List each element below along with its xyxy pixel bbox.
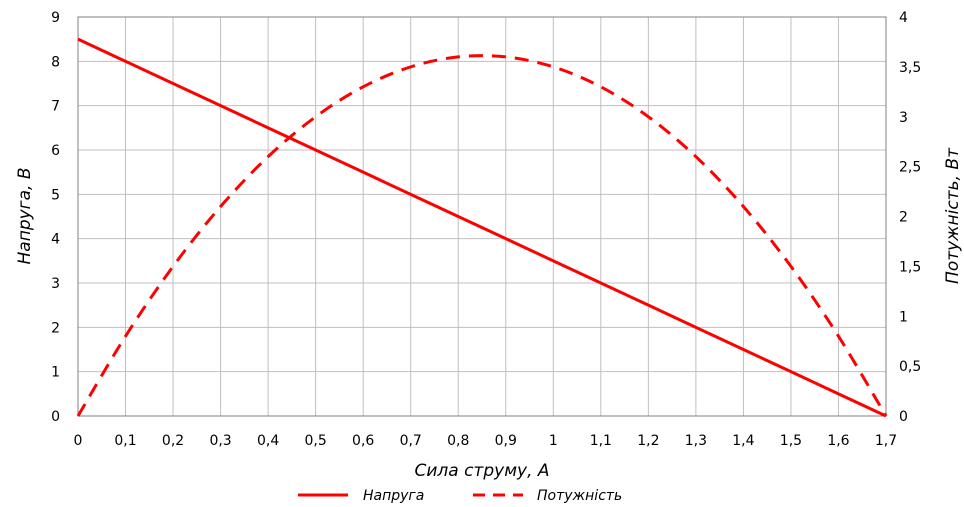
y-right-tick-label: 1,5 <box>899 259 921 275</box>
y-left-tick-label: 7 <box>51 99 60 115</box>
y-right-tick-label: 2,5 <box>899 160 921 176</box>
y-left-tick-label: 4 <box>51 232 60 248</box>
x-tick-label: 0,4 <box>257 433 279 449</box>
y-left-axis-title: Напруга, В <box>15 168 35 265</box>
legend-label-voltage: Напруга <box>363 488 424 504</box>
x-axis-title: Сила струму, А <box>414 461 549 481</box>
y-left-tick-label: 1 <box>51 365 60 381</box>
y-left-tick-label: 2 <box>51 320 60 336</box>
x-tick-label: 0,8 <box>447 433 469 449</box>
plot-frame <box>77 16 887 417</box>
y-left-tick-label: 0 <box>51 409 60 425</box>
y-left-tick-labels: 0 1 2 3 4 5 6 7 8 9 <box>51 10 60 425</box>
y-right-tick-label: 0 <box>899 409 908 425</box>
x-tick-label: 0,1 <box>114 433 136 449</box>
x-tick-label: 1,1 <box>590 433 612 449</box>
x-tick-label: 0,3 <box>209 433 231 449</box>
series-layer <box>76 37 888 418</box>
x-tick-label: 0,5 <box>305 433 327 449</box>
x-tick-label: 1,6 <box>827 433 849 449</box>
y-left-tick-label: 9 <box>51 10 60 26</box>
x-tick-label: 0,7 <box>400 433 422 449</box>
y-left-tick-label: 8 <box>51 54 60 70</box>
grid <box>77 16 887 417</box>
x-tick-label: 1,3 <box>685 433 707 449</box>
y-right-tick-label: 4 <box>899 10 908 26</box>
y-right-axis-title: Потужність, Вт <box>943 147 963 284</box>
y-right-tick-labels: 0 0,5 1 1,5 2 2,5 3 3,5 4 <box>899 10 921 425</box>
x-tick-labels: 0 0,1 0,2 0,3 0,4 0,5 0,6 0,7 0,8 0,9 1 1,1 1,2 1,3 1,… <box>74 433 898 449</box>
legend: Напруга Потужність <box>298 488 622 504</box>
x-tick-label: 1 <box>549 433 558 449</box>
x-tick-label: 1,4 <box>732 433 754 449</box>
y-right-tick-label: 3,5 <box>899 60 921 76</box>
y-left-tick-label: 3 <box>51 276 60 292</box>
x-tick-label: 1,7 <box>875 433 897 449</box>
y-right-tick-label: 1 <box>899 309 908 325</box>
x-tick-label: 0,2 <box>162 433 184 449</box>
series-line-voltage <box>77 37 887 418</box>
y-right-tick-label: 2 <box>899 210 908 226</box>
y-right-tick-label: 0,5 <box>899 359 921 375</box>
legend-label-power: Потужність <box>537 488 622 504</box>
x-tick-label: 0,9 <box>495 433 517 449</box>
x-tick-label: 0,6 <box>352 433 374 449</box>
x-tick-label: 0 <box>74 433 83 449</box>
series-line-power <box>76 54 888 417</box>
x-tick-label: 1,2 <box>637 433 659 449</box>
y-left-tick-label: 5 <box>51 187 60 203</box>
x-tick-label: 1,5 <box>780 433 802 449</box>
y-right-tick-label: 3 <box>899 110 908 126</box>
y-left-tick-label: 6 <box>51 143 60 159</box>
